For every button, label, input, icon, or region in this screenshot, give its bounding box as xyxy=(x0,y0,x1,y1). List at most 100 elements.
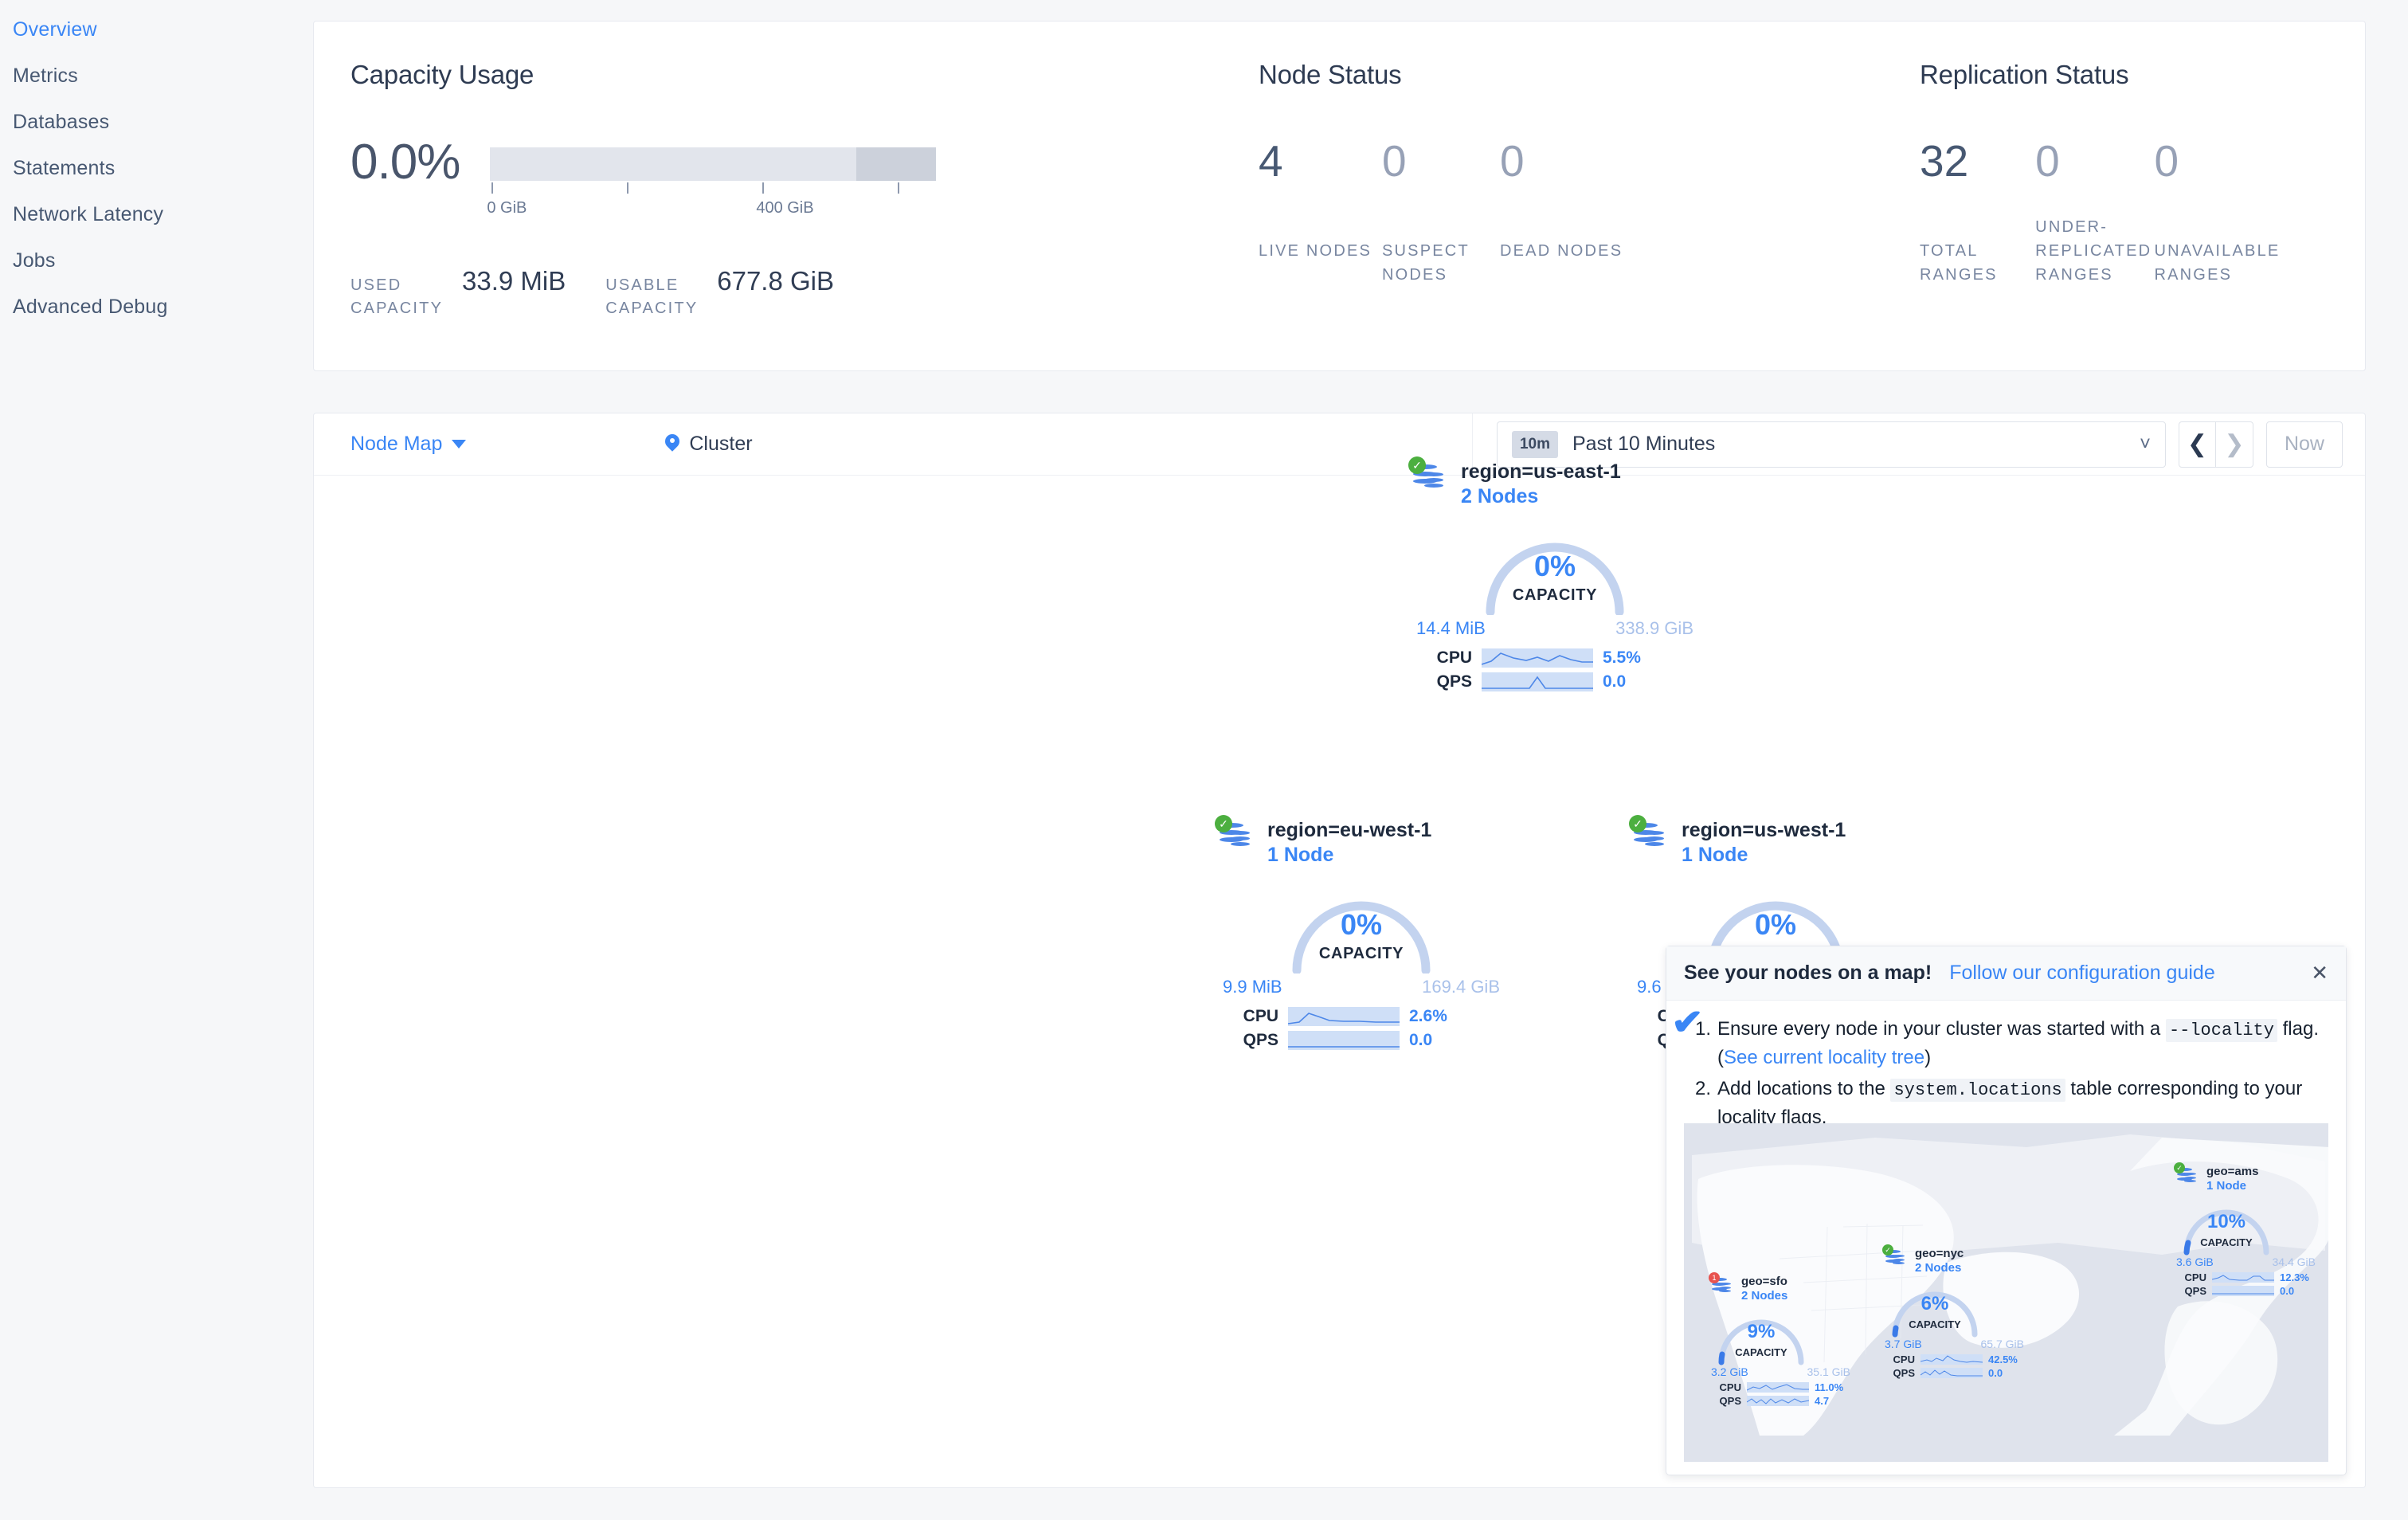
locality-usable-capacity: 169.4 GiB xyxy=(1422,976,1500,997)
locality-used-capacity: 14.4 MiB xyxy=(1416,617,1486,638)
cpu-sparkline xyxy=(1288,1006,1400,1026)
capacity-axis-ticks xyxy=(490,182,936,195)
unavailable-ranges-cell: 0 UNAVAILABLE RANGES xyxy=(2154,139,2328,287)
database-stack-icon: ✓ xyxy=(1408,456,1450,498)
locality-used-capacity: 9.9 MiB xyxy=(1223,976,1282,997)
map-locality-ams[interactable]: ✓ geo=ams 1 Node 10% xyxy=(2174,1162,2328,1299)
capacity-axis-labels: 0 GiB 400 GiB xyxy=(487,199,936,217)
locality-tree-link[interactable]: See current locality tree xyxy=(1724,1047,1925,1069)
locality-widget-us-east-1[interactable]: ✓ region=us-east-1 2 Nodes 0% CAPACITY 1 xyxy=(1408,456,1698,696)
cpu-value: 5.5% xyxy=(1603,648,1641,667)
dead-nodes-cell: 0 DEAD NODES xyxy=(1500,139,1623,287)
capacity-gauge: 0% CAPACITY xyxy=(1286,886,1437,974)
locality-name: region=us-west-1 xyxy=(1682,819,1846,841)
total-ranges-cell: 32 TOTAL RANGES xyxy=(1920,139,2035,287)
unavailable-ranges-value: 0 xyxy=(2154,136,2179,186)
capacity-gauge-label: CAPACITY xyxy=(1512,586,1598,604)
qps-sparkline xyxy=(1746,1396,1810,1406)
sidebar-item-advanced-debug[interactable]: Advanced Debug xyxy=(0,284,313,330)
status-ok-icon: ✓ xyxy=(2174,1162,2185,1173)
sidebar-item-databases[interactable]: Databases xyxy=(0,99,313,145)
qps-label: QPS xyxy=(1719,1395,1741,1407)
capacity-gauge: 9% CAPACITY xyxy=(1714,1310,1808,1365)
capacity-gauge-percent: 10% xyxy=(2206,1211,2246,1232)
qps-value: 0.0 xyxy=(1409,1030,1433,1049)
sidebar-item-statements[interactable]: Statements xyxy=(0,145,313,191)
main-content: Capacity Usage 0.0% 0 GiB 400 Gi xyxy=(313,0,2408,1520)
locality-node-count: 1 Node xyxy=(1682,844,1748,867)
cpu-value: 11.0% xyxy=(1815,1381,1844,1393)
map-locality-usable: 65.7 GiB xyxy=(1980,1338,2024,1350)
qps-sparkline xyxy=(1482,672,1593,691)
live-nodes-value: 4 xyxy=(1259,136,1283,186)
map-locality-usable: 34.4 GiB xyxy=(2272,1256,2316,1268)
suspect-nodes-label: SUSPECT NODES xyxy=(1382,242,1470,284)
dead-nodes-value: 0 xyxy=(1500,136,1525,186)
locality-name: region=us-east-1 xyxy=(1461,460,1621,483)
map-locality-usable: 35.1 GiB xyxy=(1807,1365,1850,1378)
now-button[interactable]: Now xyxy=(2265,421,2343,468)
map-locality-nyc[interactable]: ✓ geo=nyc 2 Nodes 6% xyxy=(1882,1244,2044,1381)
next-range-button[interactable]: ❯ xyxy=(2224,431,2245,457)
sidebar-item-label: Network Latency xyxy=(13,203,164,225)
capacity-gauge-percent: 0% xyxy=(1533,549,1576,582)
capacity-gauge-percent: 6% xyxy=(1921,1293,1949,1314)
breadcrumb[interactable]: Cluster xyxy=(665,433,753,456)
cpu-label: CPU xyxy=(1893,1354,1915,1365)
capacity-axis-mid: 400 GiB xyxy=(756,199,814,217)
map-locality-sfo[interactable]: 1 geo=sfo 2 Nodes 9% xyxy=(1709,1272,1870,1408)
capacity-bar: 0 GiB 400 GiB xyxy=(487,139,937,217)
status-ok-icon: ✓ xyxy=(1215,815,1232,832)
node-status-title: Node Status xyxy=(1259,60,1402,89)
sidebar-item-jobs[interactable]: Jobs xyxy=(0,237,313,284)
sidebar-item-overview[interactable]: Overview xyxy=(0,6,313,53)
sidebar-item-label: Jobs xyxy=(13,249,56,272)
close-icon[interactable]: ✕ xyxy=(2311,961,2328,985)
cpu-sparkline xyxy=(1920,1354,1983,1365)
sidebar-item-metrics[interactable]: Metrics xyxy=(0,53,313,99)
sidebar: Overview Metrics Databases Statements Ne… xyxy=(0,0,313,1520)
capacity-usage-section: Capacity Usage 0.0% 0 GiB 400 Gi xyxy=(314,60,1222,370)
qps-label: QPS xyxy=(1243,1030,1278,1049)
locality-node-count: 2 Nodes xyxy=(1461,485,1539,508)
used-capacity-label: USED CAPACITY xyxy=(350,276,444,317)
cpu-sparkline xyxy=(1746,1382,1809,1393)
qps-value: 0.0 xyxy=(1988,1367,2003,1379)
under-replicated-ranges-value: 0 xyxy=(2035,136,2060,186)
total-ranges-label: TOTAL RANGES xyxy=(1920,242,1998,284)
promo-step-2-text-a: Add locations to the xyxy=(1717,1077,1891,1099)
total-ranges-value: 32 xyxy=(1920,136,1969,186)
cpu-label: CPU xyxy=(1719,1381,1741,1393)
view-selector-dropdown[interactable]: Node Map xyxy=(314,433,467,456)
cluster-summary-card: Capacity Usage 0.0% 0 GiB 400 Gi xyxy=(313,21,2366,371)
map-locality-used: 3.2 GiB xyxy=(1711,1365,1748,1378)
previous-range-button[interactable]: ❮ xyxy=(2179,421,2216,467)
time-range-select[interactable]: 10m Past 10 Minutes ˅ xyxy=(1496,421,2166,468)
qps-label: QPS xyxy=(2184,1285,2206,1297)
suspect-nodes-cell: 0 SUSPECT NODES xyxy=(1382,139,1500,287)
locality-node-count: 1 Node xyxy=(1267,844,1334,867)
node-map-promo-panel: See your nodes on a map! Follow our conf… xyxy=(1666,946,2347,1475)
now-button-label: Now xyxy=(2284,433,2324,455)
usable-capacity-value: 677.8 GiB xyxy=(717,266,834,296)
time-range-label: Past 10 Minutes xyxy=(1572,433,1716,455)
cpu-label: CPU xyxy=(1243,1006,1278,1025)
live-nodes-label: LIVE NODES xyxy=(1259,242,1372,260)
locality-usable-capacity: 338.9 GiB xyxy=(1615,617,1693,638)
sidebar-item-label: Metrics xyxy=(13,65,78,87)
capacity-gauge-label: CAPACITY xyxy=(1909,1318,1961,1330)
cpu-sparkline xyxy=(1482,648,1593,668)
capacity-bar-reserved xyxy=(856,147,937,181)
map-locality-node-count: 2 Nodes xyxy=(1915,1261,1962,1275)
promo-step-1-code: --locality xyxy=(2165,1019,2277,1042)
promo-config-guide-link[interactable]: Follow our configuration guide xyxy=(1949,962,2215,984)
world-map-preview: 1 geo=sfo 2 Nodes 9% xyxy=(1684,1123,2328,1462)
capacity-bar-track xyxy=(490,147,856,181)
capacity-gauge: 10% CAPACITY xyxy=(2179,1200,2273,1256)
locality-widget-eu-west-1[interactable]: ✓ region=eu-west-1 1 Node 0% CAPACITY 9. xyxy=(1215,815,1505,1055)
view-selector-label: Node Map xyxy=(350,433,443,455)
promo-step-2-code: system.locations xyxy=(1890,1078,2065,1102)
database-stack-icon: 1 xyxy=(1709,1272,1735,1299)
sidebar-item-network-latency[interactable]: Network Latency xyxy=(0,191,313,237)
usable-capacity-label: USABLE CAPACITY xyxy=(605,276,699,317)
